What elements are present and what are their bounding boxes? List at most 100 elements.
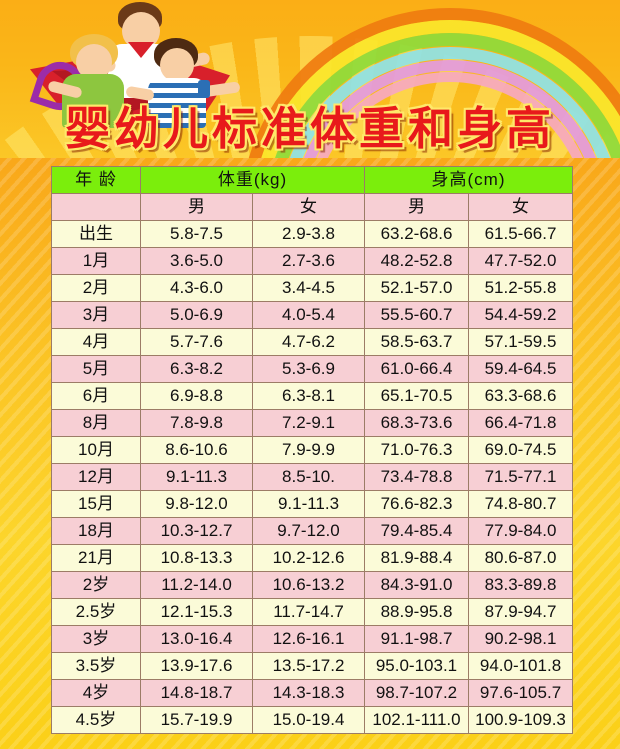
cell-weight-male: 4.3-6.0 [140, 274, 253, 302]
table-group-header-row: 年 龄 体重(kg) 身高(cm) [51, 166, 574, 194]
table-row: 4月 5.7-7.6 4.7-6.2 58.5-63.7 57.1-59.5 [51, 328, 574, 356]
cell-height-female: 77.9-84.0 [467, 517, 574, 545]
subheader-weight-male: 男 [140, 193, 253, 221]
cell-age: 4.5岁 [51, 706, 141, 734]
cell-age: 3.5岁 [51, 652, 141, 680]
cell-weight-female: 13.5-17.2 [252, 652, 365, 680]
cell-height-male: 91.1-98.7 [364, 625, 469, 653]
family-illustration [29, 0, 250, 130]
cell-weight-male: 10.8-13.3 [140, 544, 253, 572]
cell-height-female: 71.5-77.1 [467, 463, 574, 491]
cell-height-male: 76.6-82.3 [364, 490, 469, 518]
cell-weight-male: 15.7-19.9 [140, 706, 253, 734]
child-sleeve-cuff [198, 80, 210, 98]
subheader-height-male: 男 [364, 193, 469, 221]
cell-weight-female: 7.9-9.9 [252, 436, 365, 464]
cell-weight-female: 14.3-18.3 [252, 679, 365, 707]
cell-height-male: 48.2-52.8 [364, 247, 469, 275]
table-row: 3岁 13.0-16.4 12.6-16.1 91.1-98.7 90.2-98.1 [51, 625, 574, 653]
cell-weight-male: 8.6-10.6 [140, 436, 253, 464]
cell-height-male: 63.2-68.6 [364, 220, 469, 248]
cell-weight-male: 9.1-11.3 [140, 463, 253, 491]
cell-weight-female: 12.6-16.1 [252, 625, 365, 653]
cell-height-male: 61.0-66.4 [364, 355, 469, 383]
header-height: 身高(cm) [363, 166, 574, 194]
table-row: 出生 5.8-7.5 2.9-3.8 63.2-68.6 61.5-66.7 [51, 220, 574, 248]
cell-weight-male: 7.8-9.8 [140, 409, 253, 437]
cell-weight-female: 15.0-19.4 [252, 706, 365, 734]
cell-age: 3岁 [51, 625, 141, 653]
table-subheader-row: 男 女 男 女 [51, 193, 574, 221]
cell-height-female: 51.2-55.8 [467, 274, 574, 302]
subheader-height-female: 女 [467, 193, 574, 221]
table-row: 2.5岁 12.1-15.3 11.7-14.7 88.9-95.8 87.9-94.7 [51, 598, 574, 626]
cell-weight-female: 2.9-3.8 [252, 220, 365, 248]
cell-weight-male: 9.8-12.0 [140, 490, 253, 518]
child-body [148, 78, 206, 128]
cell-age: 10月 [51, 436, 141, 464]
cell-height-female: 87.9-94.7 [467, 598, 574, 626]
page-title: 婴幼儿标准体重和身高 [64, 102, 555, 155]
cell-weight-female: 11.7-14.7 [252, 598, 365, 626]
cell-weight-male: 6.3-8.2 [140, 355, 253, 383]
cell-age: 3月 [51, 301, 141, 329]
cell-height-female: 94.0-101.8 [467, 652, 574, 680]
cell-height-female: 69.0-74.5 [467, 436, 574, 464]
cell-weight-male: 6.9-8.8 [140, 382, 253, 410]
table-row: 3月 5.0-6.9 4.0-5.4 55.5-60.7 54.4-59.2 [51, 301, 574, 329]
table-row: 18月 10.3-12.7 9.7-12.0 79.4-85.4 77.9-84.0 [51, 517, 574, 545]
cell-weight-female: 6.3-8.1 [252, 382, 365, 410]
cell-weight-female: 8.5-10. [252, 463, 365, 491]
cell-age: 5月 [51, 355, 141, 383]
table-row: 4岁 14.8-18.7 14.3-18.3 98.7-107.2 97.6-105.7 [51, 679, 574, 707]
cell-weight-female: 2.7-3.6 [252, 247, 365, 275]
table-row: 10月 8.6-10.6 7.9-9.9 71.0-76.3 69.0-74.5 [51, 436, 574, 464]
cell-age: 15月 [51, 490, 141, 518]
table-row: 21月 10.8-13.3 10.2-12.6 81.9-88.4 80.6-87.0 [51, 544, 574, 572]
subheader-weight-female: 女 [252, 193, 365, 221]
table-row: 3.5岁 13.9-17.6 13.5-17.2 95.0-103.1 94.0-101… [51, 652, 574, 680]
cell-weight-female: 9.1-11.3 [252, 490, 365, 518]
table-row: 15月 9.8-12.0 9.1-11.3 76.6-82.3 74.8-80.7 [51, 490, 574, 518]
cell-height-female: 54.4-59.2 [467, 301, 574, 329]
cell-weight-female: 9.7-12.0 [252, 517, 365, 545]
header-weight: 体重(kg) [140, 166, 365, 194]
cell-height-female: 83.3-89.8 [467, 571, 574, 599]
cell-height-male: 68.3-73.6 [364, 409, 469, 437]
cell-height-female: 100.9-109.3 [467, 706, 574, 734]
table-row: 4.5岁 15.7-19.9 15.0-19.4 102.1-111.0 100.9-1… [51, 706, 574, 734]
cell-weight-male: 13.0-16.4 [140, 625, 253, 653]
cell-age: 4岁 [51, 679, 141, 707]
cell-age: 2岁 [51, 571, 141, 599]
table-head: 年 龄 体重(kg) 身高(cm) 男 女 男 女 [51, 166, 574, 221]
banner: 婴幼儿标准体重和身高 [0, 0, 620, 158]
growth-chart-table: 年 龄 体重(kg) 身高(cm) 男 女 男 女 出生 5.8-7.5 2.9-3… [51, 166, 574, 734]
cell-height-male: 73.4-78.8 [364, 463, 469, 491]
cell-height-male: 58.5-63.7 [364, 328, 469, 356]
cell-height-male: 79.4-85.4 [364, 517, 469, 545]
cell-age: 2月 [51, 274, 141, 302]
cell-weight-male: 10.3-12.7 [140, 517, 253, 545]
cell-height-male: 65.1-70.5 [364, 382, 469, 410]
cell-weight-female: 4.0-5.4 [252, 301, 365, 329]
table-row: 6月 6.9-8.8 6.3-8.1 65.1-70.5 63.3-68.6 [51, 382, 574, 410]
cell-age: 6月 [51, 382, 141, 410]
cell-age: 18月 [51, 517, 141, 545]
growth-chart-table-wrap: 年 龄 体重(kg) 身高(cm) 男 女 男 女 出生 5.8-7.5 2.9-3… [51, 166, 574, 734]
table-row: 12月 9.1-11.3 8.5-10. 73.4-78.8 71.5-77.1 [51, 463, 574, 491]
cell-height-female: 66.4-71.8 [467, 409, 574, 437]
cell-height-female: 80.6-87.0 [467, 544, 574, 572]
child-head [160, 48, 194, 82]
cell-weight-male: 5.8-7.5 [140, 220, 253, 248]
table-row: 1月 3.6-5.0 2.7-3.6 48.2-52.8 47.7-52.0 [51, 247, 574, 275]
cell-age: 12月 [51, 463, 141, 491]
cell-height-male: 95.0-103.1 [364, 652, 469, 680]
cell-age: 8月 [51, 409, 141, 437]
cell-weight-male: 5.7-7.6 [140, 328, 253, 356]
cell-height-female: 47.7-52.0 [467, 247, 574, 275]
cell-weight-female: 10.2-12.6 [252, 544, 365, 572]
cell-age: 21月 [51, 544, 141, 572]
cell-height-male: 55.5-60.7 [364, 301, 469, 329]
cell-weight-male: 12.1-15.3 [140, 598, 253, 626]
